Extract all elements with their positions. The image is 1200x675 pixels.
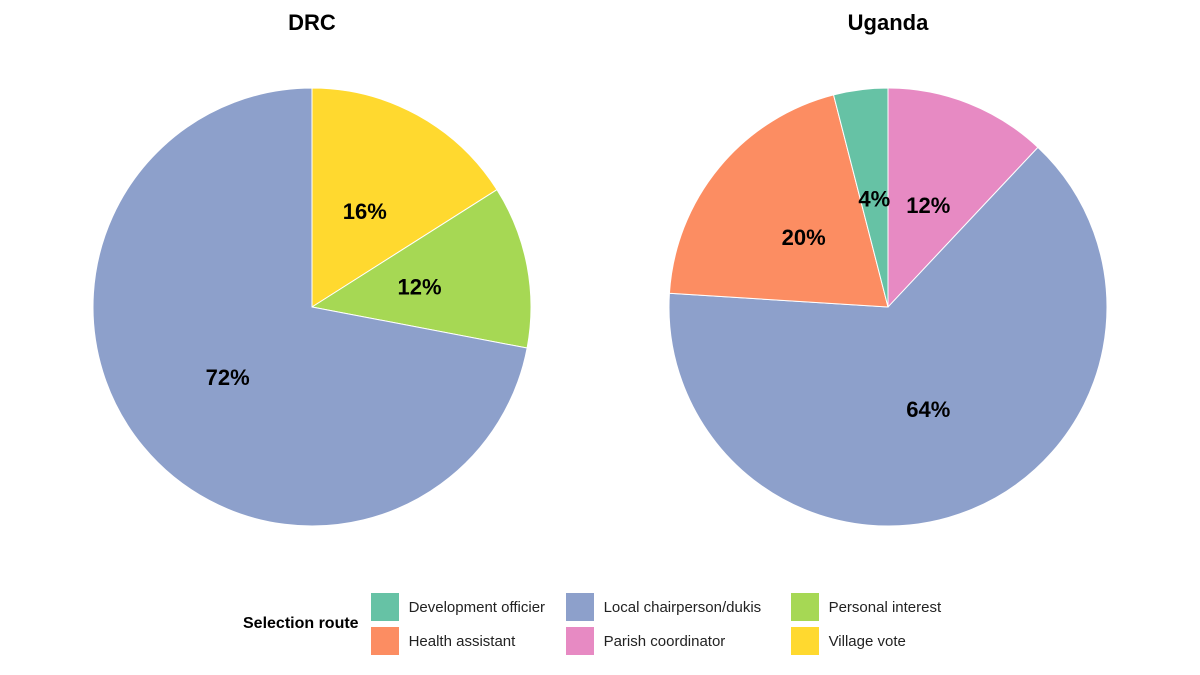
pie-slice (832, 87, 889, 308)
pie-slice (92, 87, 528, 527)
slice-label: 12% (906, 193, 950, 218)
legend-label: Parish coordinator (603, 632, 726, 650)
pie-slice (311, 87, 498, 308)
legend-item: Local chairperson/dukis (565, 593, 791, 621)
legend-item: Health assistant (370, 627, 566, 655)
legend: Selection route Development officier Loca… (243, 593, 981, 655)
legend-label: Health assistant (408, 632, 516, 650)
legend-item: Development officier (370, 593, 566, 621)
slice-label: 12% (398, 274, 442, 299)
legend-title: Selection route (243, 615, 359, 632)
legend-swatch (565, 593, 594, 621)
legend-label: Personal interest (828, 598, 942, 616)
slice-label: 4% (858, 186, 890, 211)
legend-swatch (370, 593, 399, 621)
slice-label: 20% (782, 225, 826, 250)
legend-item: Village vote (790, 627, 981, 655)
pie-title: DRC (288, 10, 336, 35)
pie-slice (668, 94, 889, 308)
legend-swatch (370, 627, 399, 655)
legend-item: Parish coordinator (565, 627, 791, 655)
slice-label: 72% (206, 365, 250, 390)
pie-slice (887, 87, 1039, 309)
legend-swatch (790, 593, 819, 621)
legend-swatch (565, 627, 594, 655)
legend-label: Development officier (408, 598, 546, 616)
slice-label: 16% (343, 199, 387, 224)
legend-items: Development officier Local chairperson/du… (370, 593, 981, 655)
pie-title: Uganda (848, 10, 929, 35)
legend-swatch (790, 627, 819, 655)
legend-label: Village vote (828, 632, 906, 650)
slice-label: 64% (906, 397, 950, 422)
pie-slice (668, 146, 1108, 527)
legend-label: Local chairperson/dukis (603, 598, 762, 616)
legend-item: Personal interest (790, 593, 981, 621)
pie-slice (310, 188, 532, 349)
